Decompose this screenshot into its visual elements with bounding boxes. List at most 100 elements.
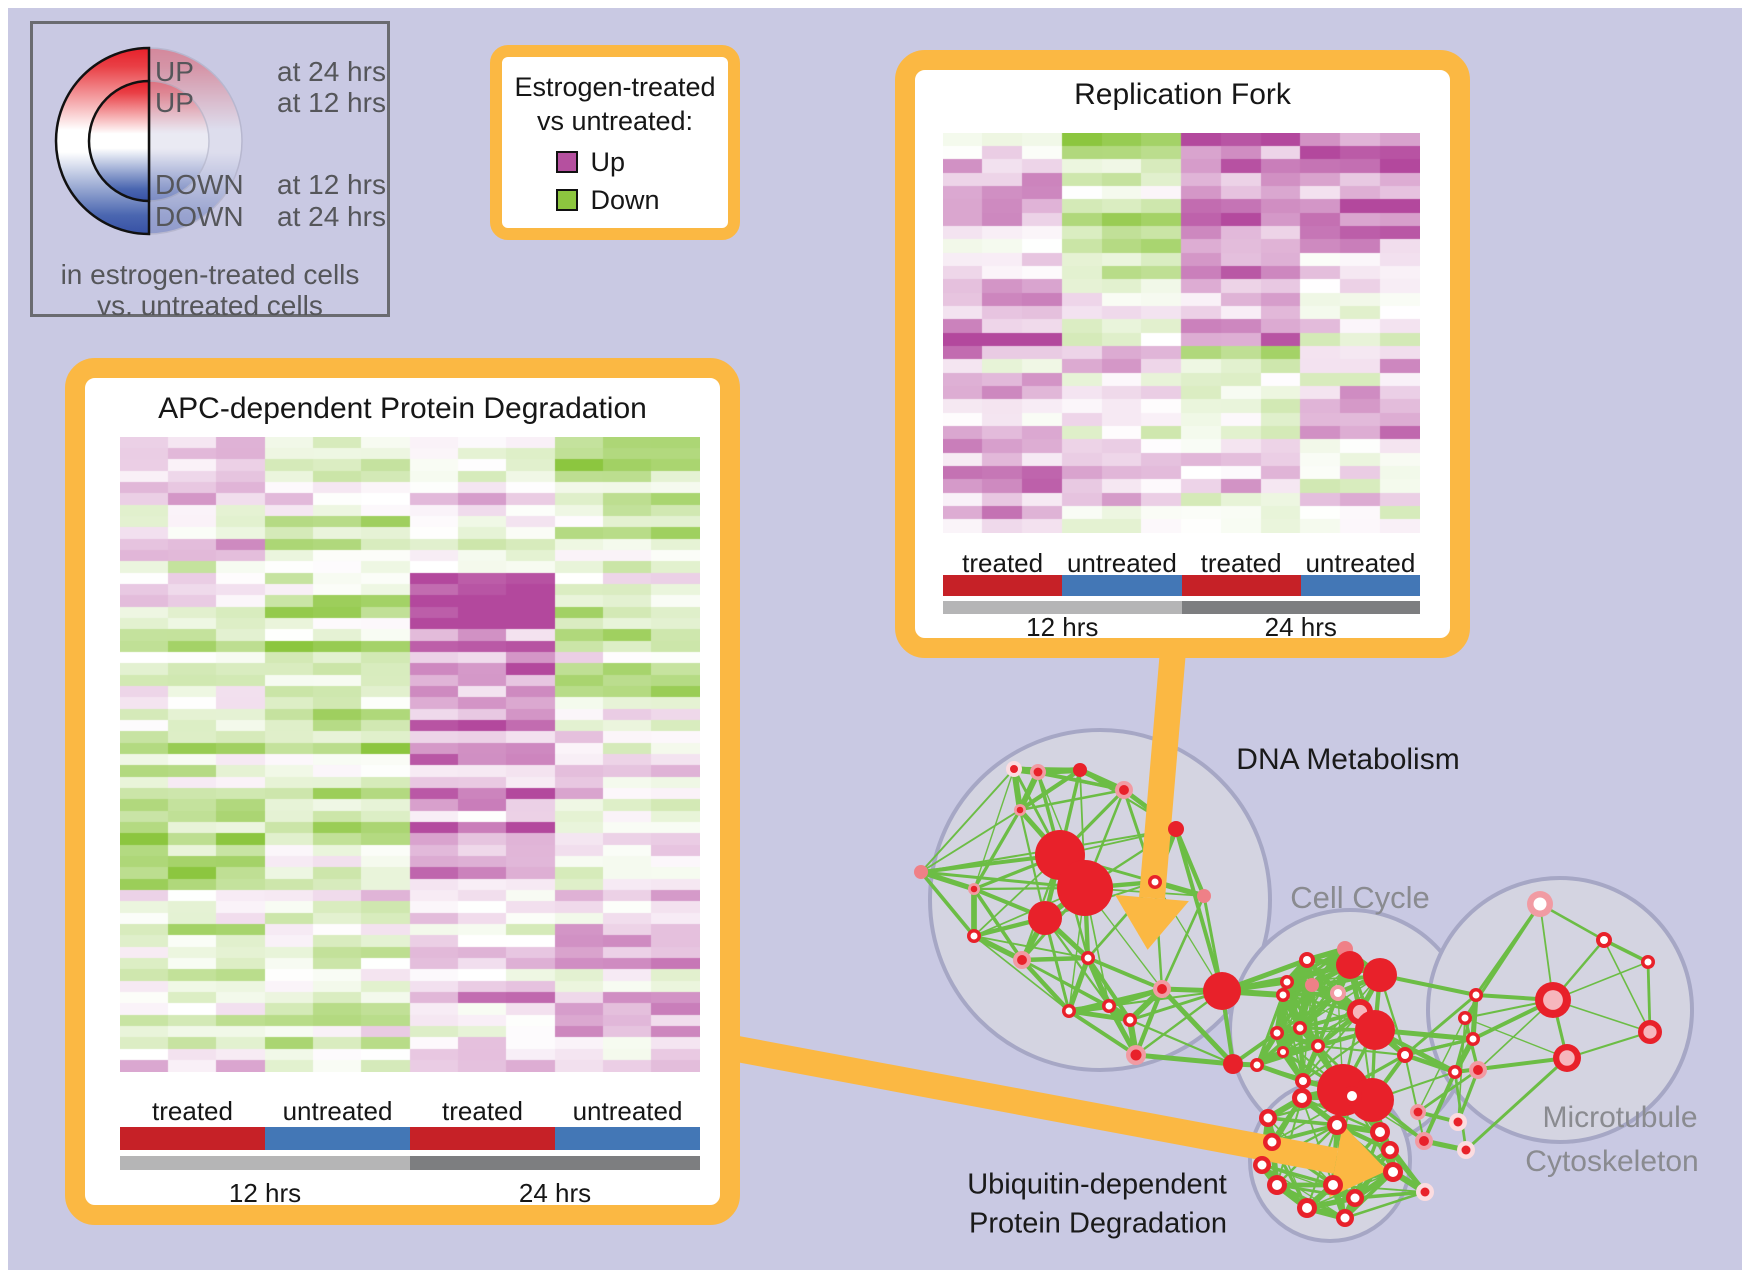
gene-node-core	[1533, 897, 1547, 911]
annotation-arrow-shaft	[697, 1029, 1339, 1174]
gene-node-core	[1296, 1024, 1304, 1032]
annotation-arrows	[697, 613, 1388, 1198]
gene-node-core	[1401, 1051, 1409, 1059]
network-edge	[1306, 1171, 1394, 1209]
network-edge	[1404, 993, 1477, 1057]
network-edge	[919, 870, 976, 938]
condition-label: treated	[442, 1096, 523, 1126]
gene-node-core	[1334, 989, 1342, 997]
network-nodes	[914, 761, 1662, 1227]
time-label: 12 hrs	[1026, 612, 1099, 642]
gene-node-core	[1419, 1136, 1429, 1146]
up-swatch	[555, 151, 578, 173]
gene-node-core	[1033, 767, 1043, 777]
gene-node-core	[1065, 1007, 1073, 1015]
gene-node-core	[1157, 984, 1167, 994]
apc-panel-title: APC-dependent Protein Degradation	[158, 392, 647, 425]
gene-node-core	[1302, 1203, 1312, 1213]
network-edge	[1160, 895, 1206, 990]
network-edge	[1276, 964, 1351, 1034]
apc-time-labels: 12 hrs 24 hrs	[120, 1178, 700, 1208]
network-edge	[1464, 1017, 1568, 1059]
gene-node-core	[1272, 1180, 1282, 1190]
cluster-label-microtubule-2: Cytoskeleton	[1525, 1145, 1699, 1178]
network-edge	[1404, 1054, 1425, 1142]
network-edge	[1464, 1056, 1569, 1152]
network-edge	[1261, 1163, 1334, 1187]
network-edge	[1261, 1164, 1346, 1219]
network-edge	[1018, 809, 1047, 919]
network-edge	[1343, 1149, 1392, 1219]
gene-node-core	[1119, 785, 1129, 795]
gene-node-core	[1350, 1193, 1360, 1203]
gene-node-core	[1413, 1107, 1423, 1117]
network-edge	[1344, 1190, 1426, 1220]
gene-node-core	[1385, 1145, 1395, 1155]
rf-panel-title: Replication Fork	[1074, 78, 1291, 111]
gene-node-core	[1151, 878, 1159, 886]
replication-fork-panel: Replication Fork treated untreated treat…	[895, 50, 1470, 658]
untreated-bar	[555, 1127, 700, 1150]
network-edge	[920, 809, 1021, 873]
gene-node	[1057, 860, 1113, 916]
network-edge	[1019, 788, 1125, 812]
gene-node	[1197, 889, 1211, 903]
network-edge	[1021, 955, 1089, 963]
network-edge	[1276, 1030, 1319, 1049]
network-edge	[1267, 1116, 1338, 1127]
network-edge	[1603, 938, 1649, 964]
network-edge	[1160, 987, 1235, 1066]
gene-node-core	[1451, 1068, 1459, 1076]
time-bar-12	[120, 1156, 410, 1170]
network-edge	[1067, 1009, 1138, 1057]
fold-change-rings-icon	[54, 46, 243, 236]
gene-node-core	[1472, 991, 1480, 999]
legend-dir-down-24: DOWN	[155, 201, 244, 232]
gene-node-core	[1420, 1187, 1430, 1197]
legend-dir-up-12: UP	[155, 87, 194, 118]
color-key-up-row: Up	[502, 147, 728, 177]
gene-node-core	[1461, 1014, 1469, 1022]
network-edge	[1087, 956, 1163, 991]
gene-node-core	[1016, 806, 1024, 814]
annotation-arrowhead-icon	[1115, 894, 1189, 950]
network-edge	[972, 809, 1022, 890]
down-swatch	[555, 189, 578, 211]
network-edge	[1456, 1069, 1480, 1123]
gene-node-core	[1263, 1113, 1273, 1123]
legend-time-24: at 24 hrs	[277, 56, 386, 87]
legend-time-24b: at 24 hrs	[277, 201, 386, 232]
gene-node-core	[1388, 1167, 1398, 1177]
color-key-legend: Estrogen-treated vs untreated: Up Down	[490, 45, 740, 240]
apc-time-bar	[120, 1156, 700, 1170]
treated-bar	[1181, 575, 1301, 596]
gene-node-core	[1314, 1042, 1322, 1050]
gene-node	[1223, 1054, 1243, 1074]
cluster-label-microtubule-1: Microtubule	[1542, 1101, 1698, 1134]
gene-node	[1355, 1010, 1395, 1050]
gene-node-core	[1084, 954, 1092, 962]
up-label: Up	[590, 146, 626, 177]
apc-condition-labels: treated untreated treated untreated	[120, 1096, 700, 1126]
gene-node	[914, 865, 928, 879]
gene-node-core	[1130, 1049, 1142, 1061]
network-edge	[1135, 1052, 1234, 1067]
legend-dir-down-12: DOWN	[155, 169, 244, 200]
rf-condition-bar	[943, 575, 1420, 596]
time-bar-24	[410, 1156, 700, 1170]
gene-node	[1168, 821, 1184, 837]
apc-condition-bar	[120, 1127, 700, 1150]
gene-node-core	[1600, 936, 1608, 944]
untreated-bar	[1300, 575, 1420, 596]
network-edge	[920, 869, 975, 892]
gene-node-core	[1644, 958, 1652, 966]
condition-label: treated	[1200, 548, 1282, 578]
cluster-label-dna-metabolism: DNA Metabolism	[1236, 743, 1460, 776]
gene-node-core	[1279, 991, 1287, 999]
color-key-title-1: Estrogen-treated	[514, 72, 716, 102]
gene-node-core	[1010, 765, 1018, 773]
condition-label: treated	[962, 548, 1044, 578]
cluster-label-ubiquitin-2: Protein Degradation	[969, 1207, 1227, 1240]
